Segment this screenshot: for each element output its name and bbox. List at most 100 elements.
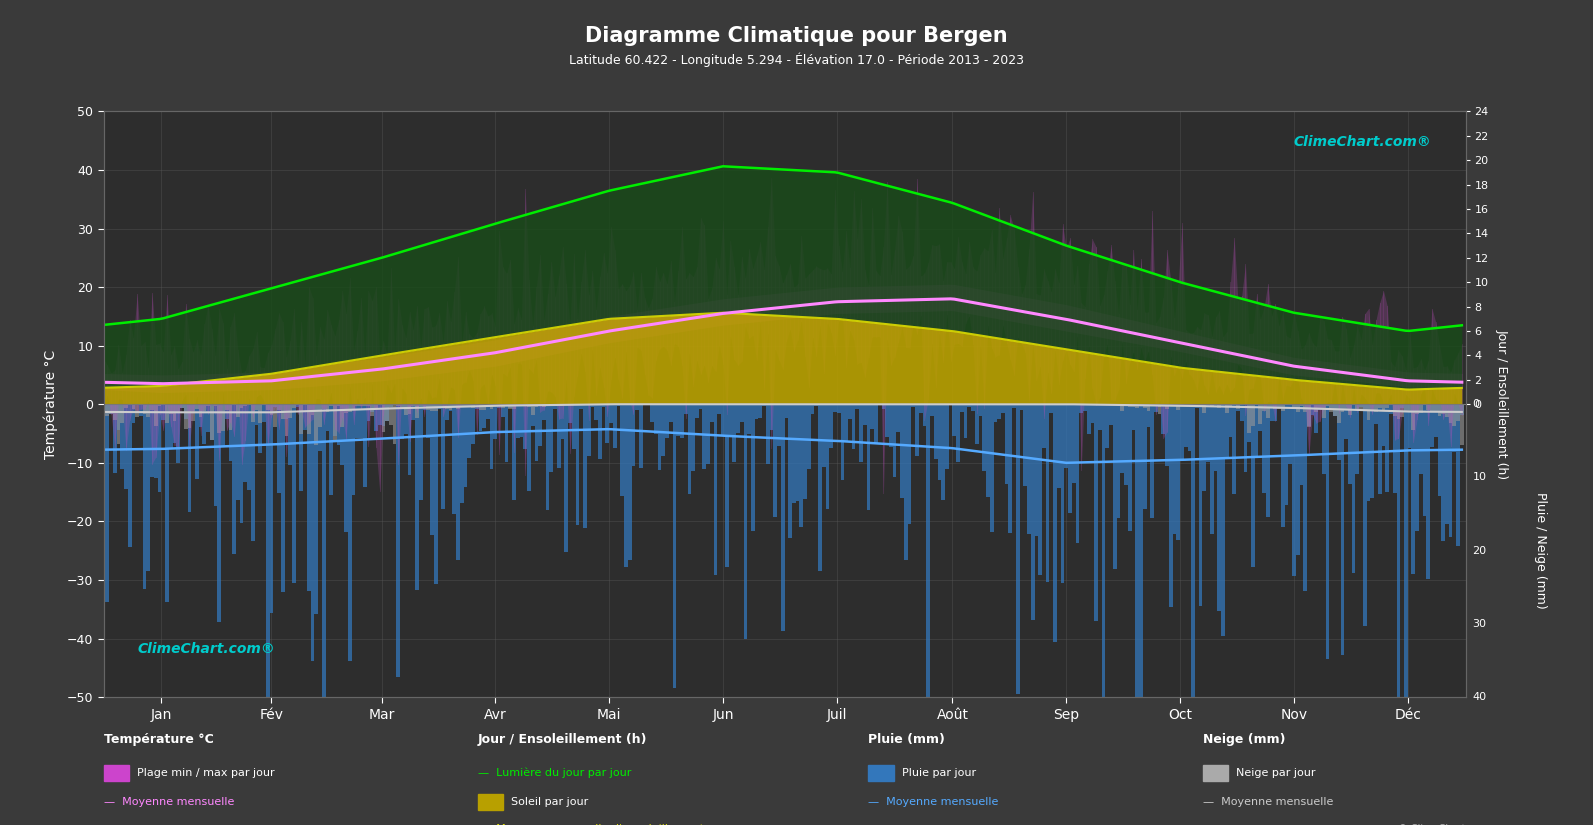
Bar <box>1284 404 1289 405</box>
Bar <box>1131 404 1136 430</box>
Bar <box>408 404 411 474</box>
Bar <box>722 404 725 436</box>
Bar <box>1244 404 1247 472</box>
Bar <box>416 404 419 417</box>
Bar <box>433 404 438 411</box>
Bar <box>642 404 647 405</box>
Bar <box>766 404 769 464</box>
Bar <box>897 404 900 431</box>
Bar <box>1333 404 1337 417</box>
Bar <box>941 404 945 500</box>
Bar <box>355 404 358 407</box>
Bar <box>269 404 274 416</box>
Bar <box>194 404 199 478</box>
Bar <box>358 404 363 406</box>
Bar <box>605 404 609 443</box>
Bar <box>997 404 1000 419</box>
Bar <box>836 404 841 413</box>
Bar <box>628 404 631 559</box>
Bar <box>386 404 389 422</box>
Bar <box>199 404 202 417</box>
Bar <box>311 404 314 661</box>
Bar <box>822 404 825 468</box>
Bar <box>408 404 411 413</box>
Bar <box>307 404 311 434</box>
Bar <box>347 404 352 412</box>
Bar <box>397 404 400 676</box>
Bar <box>508 404 513 408</box>
Bar <box>695 404 699 418</box>
Bar <box>478 404 483 431</box>
Bar <box>180 404 183 408</box>
Bar <box>116 404 121 430</box>
Bar <box>1311 404 1314 415</box>
Bar <box>299 404 303 434</box>
Bar <box>624 404 628 567</box>
Bar <box>1164 404 1169 409</box>
Bar <box>389 404 393 407</box>
Bar <box>247 404 252 405</box>
Bar <box>1356 404 1359 409</box>
Bar <box>855 404 859 408</box>
Bar <box>393 404 397 405</box>
Bar <box>1437 404 1442 496</box>
Bar <box>288 404 292 465</box>
Bar <box>1128 404 1131 407</box>
Bar <box>1023 404 1027 487</box>
Bar <box>1247 404 1251 442</box>
Bar <box>374 404 378 431</box>
Bar <box>1131 404 1136 407</box>
Bar <box>631 404 636 466</box>
Bar <box>811 404 814 413</box>
Bar <box>169 404 172 448</box>
Bar <box>486 404 489 419</box>
Bar <box>1397 404 1400 419</box>
Bar <box>1251 404 1255 427</box>
Bar <box>433 404 438 583</box>
Bar <box>613 404 616 448</box>
Bar <box>1367 404 1370 502</box>
Bar <box>967 404 972 407</box>
Bar <box>1359 404 1364 407</box>
Bar <box>620 404 624 496</box>
Bar <box>333 404 336 441</box>
Bar <box>489 404 494 409</box>
Bar <box>213 404 217 407</box>
Bar <box>867 404 870 510</box>
Bar <box>378 404 382 425</box>
Text: —  Lumière du jour par jour: — Lumière du jour par jour <box>478 768 631 778</box>
Bar <box>661 404 666 455</box>
Bar <box>1061 404 1064 583</box>
Bar <box>422 404 427 410</box>
Bar <box>102 404 105 406</box>
Bar <box>1292 404 1295 407</box>
Bar <box>236 404 239 417</box>
Bar <box>285 404 288 436</box>
Bar <box>535 404 538 407</box>
Bar <box>1180 404 1184 460</box>
Text: 0: 0 <box>1472 399 1480 409</box>
Bar <box>1016 404 1020 695</box>
Bar <box>1203 404 1206 491</box>
Bar <box>258 404 263 453</box>
Bar <box>1333 404 1337 417</box>
Bar <box>233 404 236 554</box>
Bar <box>460 404 464 408</box>
Bar <box>725 404 728 568</box>
Bar <box>508 404 513 408</box>
Bar <box>441 404 444 509</box>
Bar <box>188 404 191 427</box>
Bar <box>1184 404 1187 447</box>
Bar <box>1426 404 1431 579</box>
Bar <box>127 404 132 547</box>
Bar <box>1456 404 1459 421</box>
Bar <box>961 404 964 412</box>
Bar <box>1314 404 1317 412</box>
Bar <box>1136 404 1139 825</box>
Bar <box>497 404 500 405</box>
Bar <box>169 404 172 414</box>
Bar <box>210 404 213 441</box>
Bar <box>1228 404 1233 406</box>
Bar <box>1344 404 1348 408</box>
Y-axis label: Température °C: Température °C <box>43 350 59 459</box>
